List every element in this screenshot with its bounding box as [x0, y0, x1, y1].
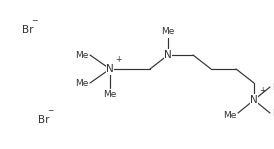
Text: −: −	[31, 16, 37, 25]
Text: Me: Me	[161, 27, 175, 36]
Text: Me: Me	[103, 90, 117, 99]
Text: +: +	[115, 55, 121, 64]
Text: N: N	[106, 64, 114, 74]
Text: Br: Br	[38, 115, 50, 125]
Text: Me: Me	[222, 111, 236, 119]
Text: N: N	[250, 95, 258, 105]
Text: Me: Me	[272, 108, 274, 118]
Text: Me: Me	[75, 51, 88, 59]
Text: −: −	[47, 106, 53, 115]
Text: N: N	[164, 50, 172, 60]
Text: +: +	[259, 86, 266, 95]
Text: Me: Me	[75, 79, 88, 87]
Text: Me: Me	[272, 83, 274, 91]
Text: Br: Br	[22, 25, 33, 35]
